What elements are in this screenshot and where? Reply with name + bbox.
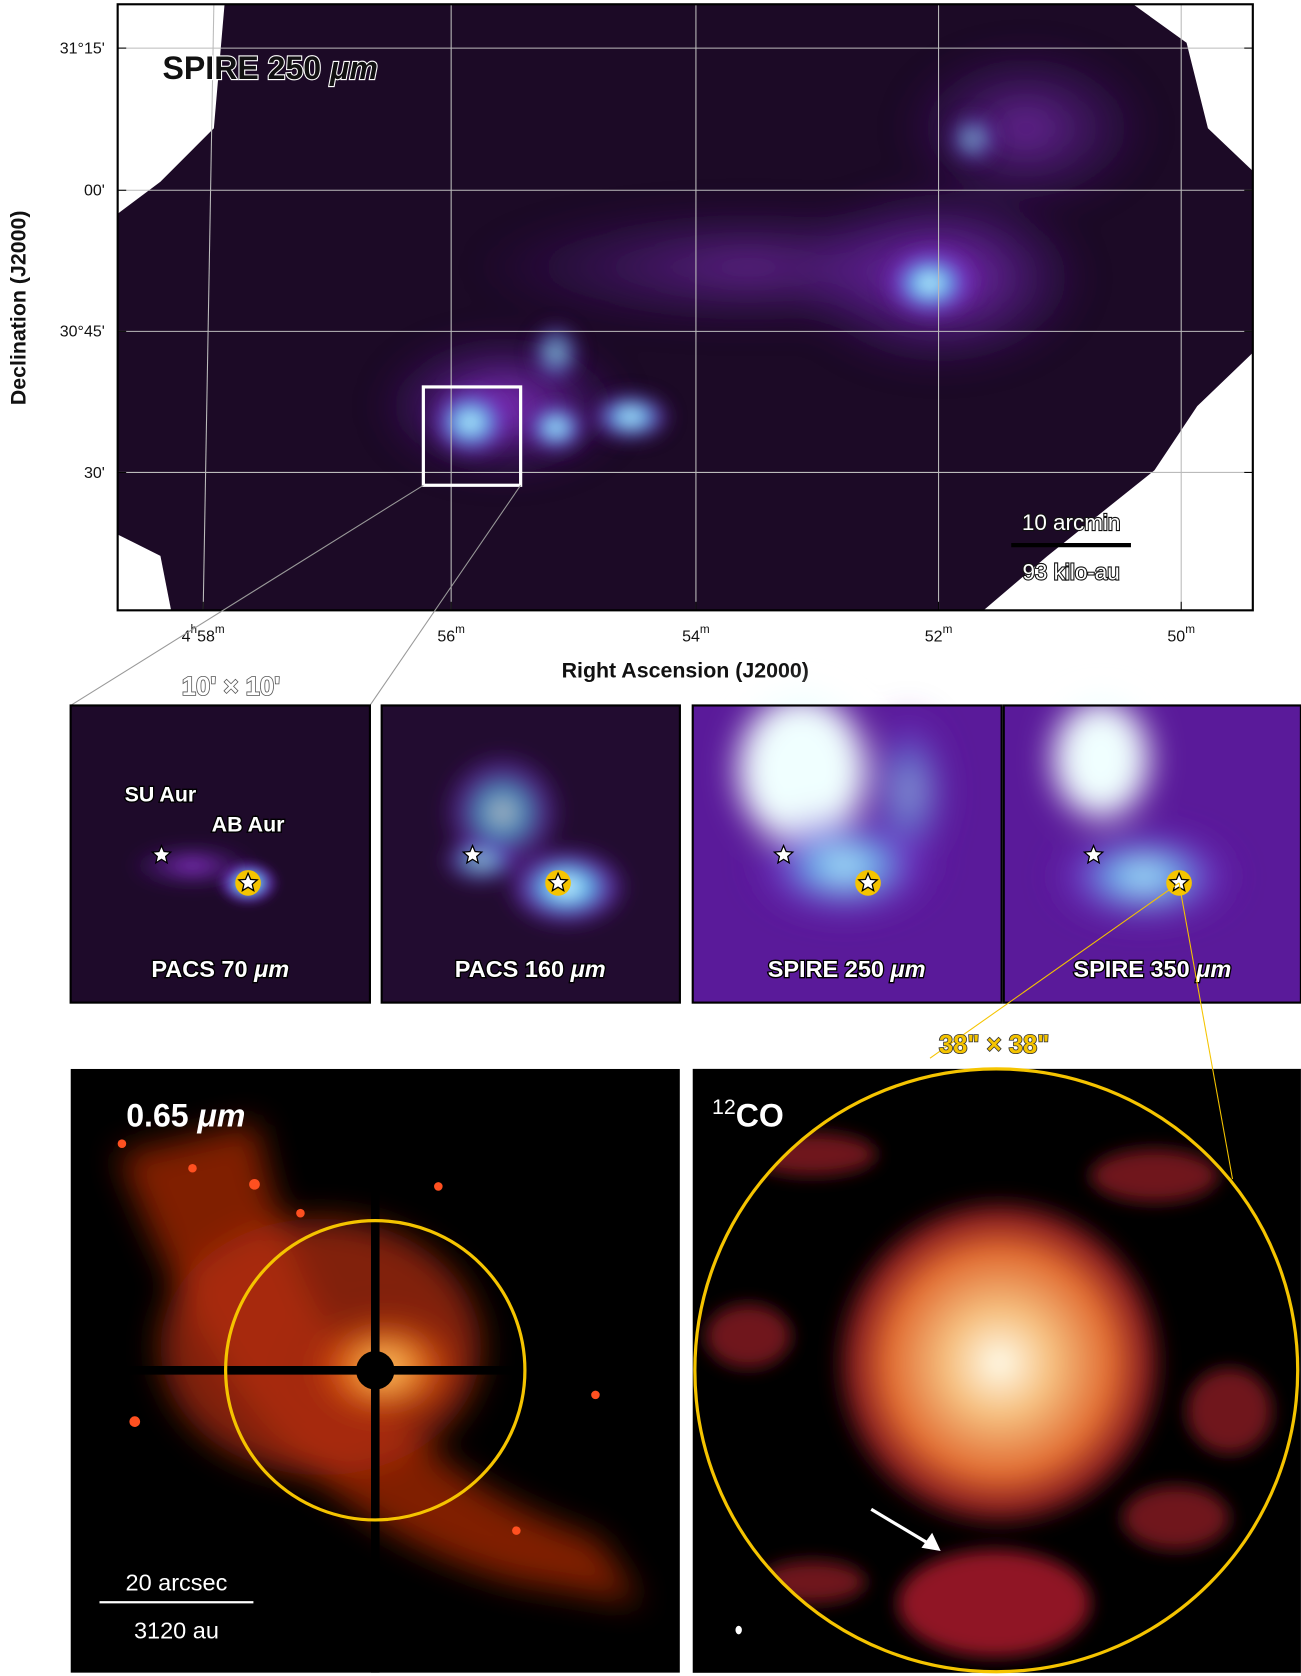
star [461, 843, 484, 865]
y-tick-label: 30°45' [60, 323, 105, 341]
panel-label: PACS 70 μm [151, 956, 289, 982]
x-axis-label: Right Ascension (J2000) [562, 659, 809, 683]
panel-unit: μm [570, 956, 606, 982]
optical-unit: μm [196, 1098, 245, 1134]
panel-spire250 [692, 694, 1002, 1003]
star [547, 871, 569, 893]
minutes-unit: m [215, 623, 225, 636]
minutes: 50 [1167, 627, 1185, 645]
star [237, 871, 259, 893]
co-sup: 12 [712, 1095, 736, 1119]
zoom-box [421, 385, 523, 487]
minutes: 52 [925, 627, 943, 645]
optical-image [70, 1068, 680, 1673]
minutes: 56 [437, 627, 455, 645]
panel-pacs160 [381, 705, 680, 1003]
x-ticks: 4h58m 56m 54m 52m 50m [182, 601, 1195, 646]
panel-pacs70 [70, 705, 370, 1003]
minutes: 58 [197, 627, 215, 645]
panel-name: SPIRE 350 [1073, 956, 1189, 982]
y-tick-label: 31°15' [60, 39, 105, 57]
panel-unit: μm [889, 956, 925, 982]
main-frame [116, 3, 1254, 612]
minutes: 54 [682, 627, 700, 645]
x-tick-label: 52m [925, 623, 953, 646]
hours: 4 [182, 627, 191, 645]
co-image [692, 1067, 1301, 1674]
panel-unit: μm [1195, 956, 1231, 982]
y-tick-label: 30' [84, 464, 105, 482]
minutes-unit: m [700, 623, 710, 636]
star [772, 843, 795, 865]
panel-unit: μm [253, 956, 289, 982]
y-ticks: 31°15' 00' 30°45' 30' [60, 39, 1253, 482]
star [857, 871, 879, 893]
main-image [117, 4, 1253, 611]
scale-bar: 10 arcmin 93 kilo-au [1011, 509, 1131, 585]
x-tick-label: 54m [682, 623, 710, 646]
x-tick-label: 56m [437, 623, 465, 646]
zoom-label: 10' × 10' [182, 673, 280, 701]
y-axis-label: Declination (J2000) [7, 210, 31, 405]
optical-scale-bottom: 3120 au [134, 1618, 219, 1644]
x-tick-label: 4h58m [182, 623, 225, 646]
hours-unit: h [191, 623, 198, 636]
co-label: 12CO [712, 1095, 784, 1134]
panel-label: SPIRE 250 μm [768, 956, 926, 982]
x-tick-label: 50m [1167, 623, 1195, 646]
minutes-unit: m [455, 623, 465, 636]
optical-scale-top: 20 arcsec [126, 1569, 228, 1595]
optical-label: 0.65 μm [126, 1098, 245, 1134]
star-label: AB Aur [212, 813, 285, 837]
star-label: SU Aur [125, 783, 197, 807]
title-unit: μm [329, 50, 378, 86]
panel-name: SPIRE 250 [768, 956, 884, 982]
optical-value: 0.65 [126, 1098, 188, 1134]
panel-name: PACS 70 [151, 956, 247, 982]
minutes-unit: m [1185, 623, 1195, 636]
star [1082, 843, 1105, 865]
co-text: CO [736, 1098, 784, 1134]
panel-name: PACS 160 [455, 956, 564, 982]
main-title: SPIRE 250 μm [163, 50, 378, 86]
title-text: SPIRE 250 [163, 50, 322, 86]
star [150, 843, 173, 865]
scale-top: 10 arcmin [1022, 510, 1121, 535]
panel-label: PACS 160 μm [455, 956, 606, 982]
panel-label: SPIRE 350 μm [1073, 956, 1231, 982]
y-tick-label: 00' [84, 182, 105, 200]
scale-bottom: 93 kilo-au [1022, 559, 1119, 584]
zoom2-label: 38" × 38" [939, 1031, 1050, 1059]
minutes-unit: m [943, 623, 953, 636]
panel-spire350 [1003, 700, 1301, 1003]
grid [117, 4, 1253, 611]
